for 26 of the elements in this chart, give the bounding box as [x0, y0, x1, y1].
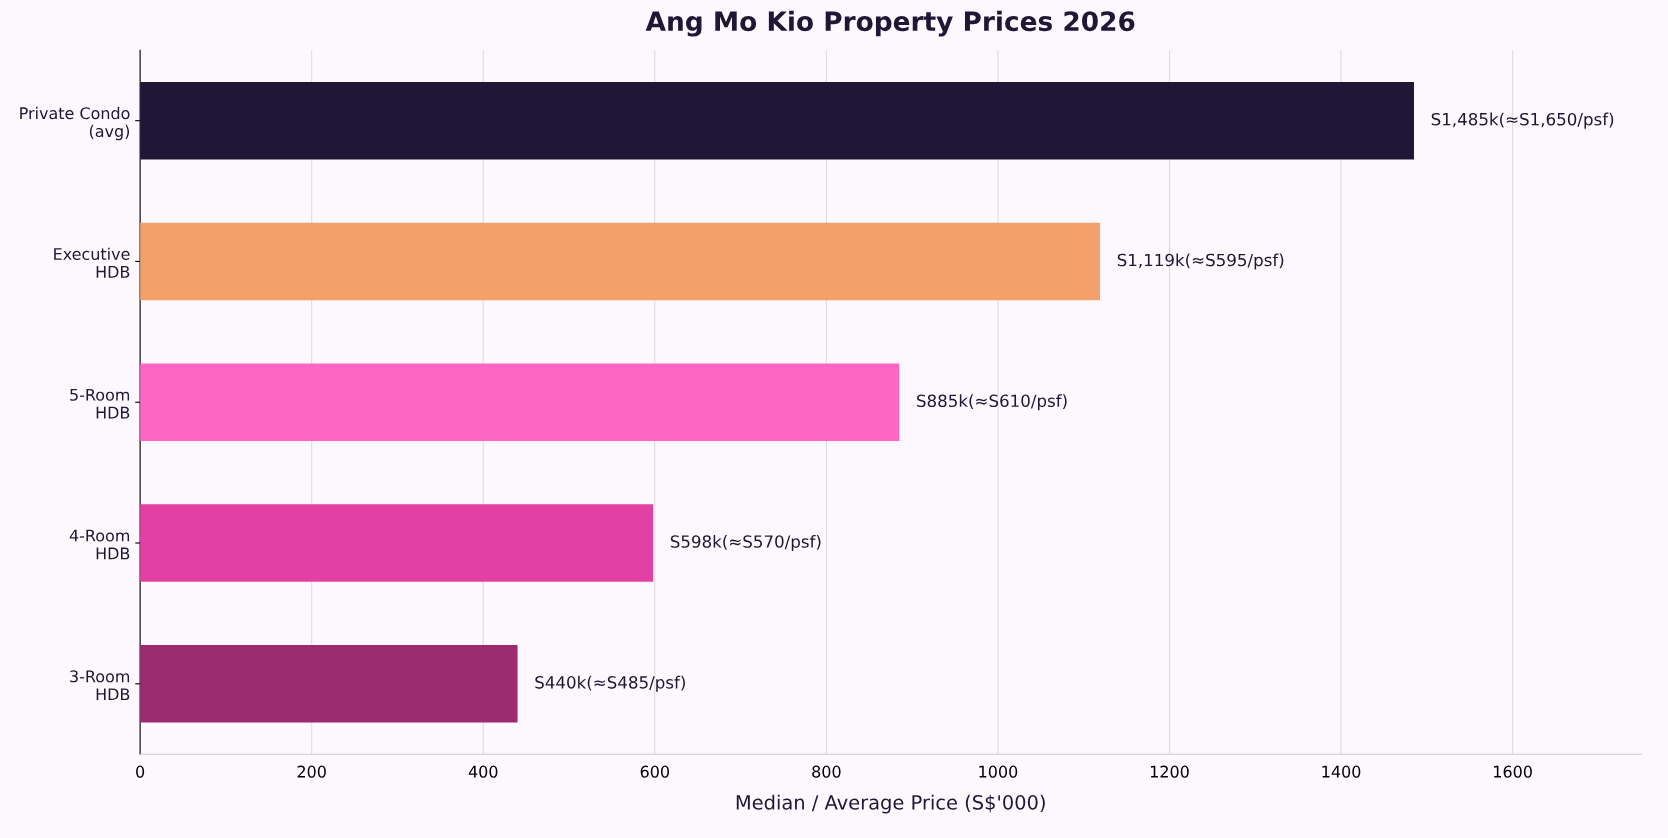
x-tick-label: 1200	[1150, 765, 1189, 778]
y-tick-label: Executive HDB	[54, 247, 130, 278]
chart-title: Ang Mo Kio Property Prices 2026	[645, 10, 1135, 37]
x-tick-label: 400	[468, 765, 498, 778]
y-tick-label: 4-Room HDB	[69, 529, 130, 560]
x-tick-label: 200	[297, 765, 326, 778]
x-axis-title: Median / Average Price (S$'000)	[736, 794, 1045, 814]
data-label: S1,119k(≈S595/psf)	[1117, 253, 1284, 270]
bar	[140, 363, 900, 441]
x-tick-label: 0	[136, 765, 145, 778]
bar	[140, 222, 1101, 301]
x-tick-label: 1600	[1494, 765, 1532, 778]
y-tick-label: 3-Room HDB	[70, 670, 130, 701]
x-tick-label: 1400	[1322, 765, 1361, 778]
bar	[140, 645, 518, 723]
x-tick-label: 600	[640, 765, 669, 778]
data-label: S1,485k(≈S1,650/psf)	[1431, 112, 1614, 129]
bar	[140, 504, 654, 582]
data-label: S440k(≈S485/psf)	[535, 675, 685, 692]
data-label: S598k(≈S570/psf)	[670, 534, 821, 552]
x-tick-label: 800	[812, 765, 841, 778]
x-tick-label: 1000	[979, 765, 1018, 778]
bar	[140, 81, 1414, 160]
data-label: S885k(≈S610/psf)	[917, 394, 1067, 411]
y-tick-label: Private Condo (avg)	[20, 106, 130, 141]
y-tick-label: 5-Room HDB	[70, 388, 130, 419]
